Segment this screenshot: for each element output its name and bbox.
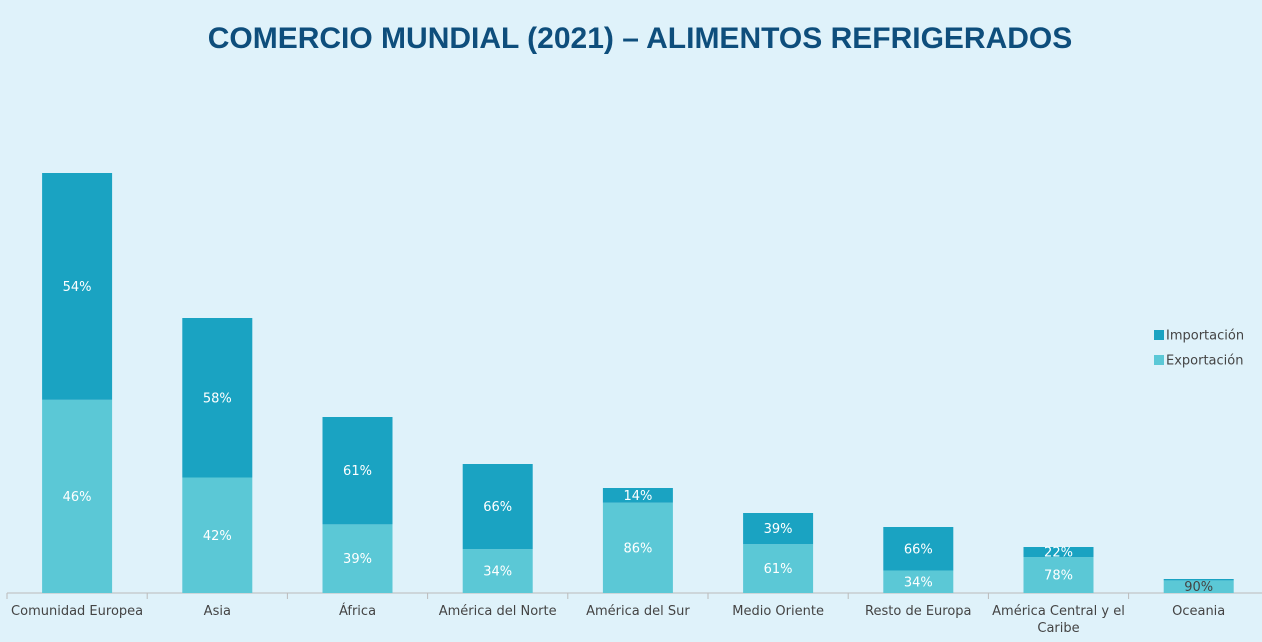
data-label: 54% — [63, 280, 92, 295]
data-label: 61% — [764, 562, 793, 577]
bar-segment — [883, 570, 954, 593]
data-label: 42% — [203, 529, 232, 544]
bar-segment — [743, 513, 814, 545]
bar-segment — [462, 464, 533, 550]
bar-segment — [182, 477, 253, 593]
legend-swatch — [1154, 330, 1164, 340]
data-label: 66% — [483, 500, 512, 515]
bar-segment — [743, 544, 814, 593]
data-label: 34% — [483, 565, 512, 580]
bar-segment — [1163, 579, 1234, 581]
data-label: 78% — [1044, 569, 1073, 584]
bar-segment — [42, 399, 113, 593]
x-tick-label: América del Norte — [438, 604, 557, 619]
data-label: 58% — [203, 391, 232, 406]
x-tick-label: Asia — [203, 604, 231, 619]
data-label: 86% — [623, 541, 652, 556]
legend-label: Exportación — [1166, 354, 1243, 369]
bar-segment — [602, 488, 673, 503]
x-tick-label: América del Sur — [586, 604, 690, 619]
data-label: 39% — [764, 522, 793, 537]
data-label: 14% — [623, 489, 652, 504]
bar-segment — [182, 318, 253, 478]
data-label: 61% — [343, 464, 372, 479]
bar-segment — [602, 502, 673, 593]
data-label: 39% — [343, 552, 372, 567]
legend-swatch — [1154, 355, 1164, 365]
legend-label: Importación — [1166, 329, 1244, 344]
bar-segment — [1023, 547, 1094, 558]
data-label: 90% — [1184, 580, 1213, 595]
x-tick-label: Oceania — [1172, 604, 1226, 619]
data-label: 66% — [904, 542, 933, 557]
bar-segment — [322, 524, 393, 593]
data-label: 34% — [904, 575, 933, 590]
data-label: 46% — [63, 490, 92, 505]
x-tick-label: Medio Oriente — [732, 604, 824, 619]
x-tick-label: Resto de Europa — [865, 604, 972, 619]
x-tick-label: América Central y el Caribe — [992, 604, 1125, 636]
chart-title: COMERCIO MUNDIAL (2021) – ALIMENTOS REFR… — [208, 22, 1073, 55]
bar-segment — [42, 173, 113, 400]
x-tick-label: África — [338, 604, 377, 619]
data-label: 22% — [1044, 546, 1073, 561]
bar-segment — [883, 527, 954, 571]
x-tick-label: Comunidad Europea — [11, 604, 144, 619]
bar-segment — [1023, 557, 1094, 593]
bar-segment — [1163, 580, 1234, 593]
bar-segment — [462, 549, 533, 593]
bar-segment — [322, 417, 393, 525]
